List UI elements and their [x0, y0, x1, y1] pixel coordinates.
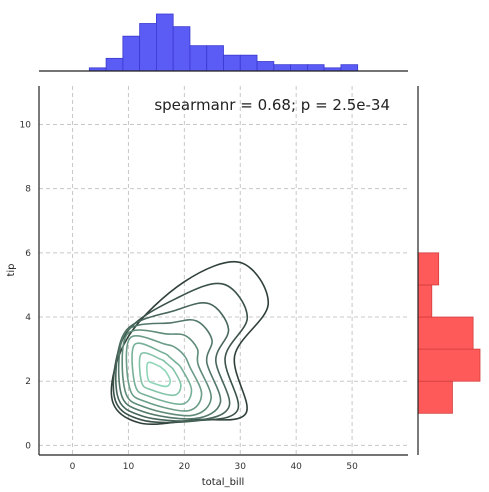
y-tick-labels: 0 2 4 6 8 10 [20, 121, 32, 452]
kde-contour-line [117, 318, 222, 420]
annotation: spearmanr = 0.68; p = 2.5e-34 [154, 96, 390, 114]
x-hist-bar [239, 54, 258, 72]
x-hist-bar [306, 64, 325, 72]
y-tick-label: 10 [20, 121, 32, 131]
plot-area [39, 86, 408, 455]
joint-axes: 0 10 20 30 40 50 0 2 4 6 8 10 spearmanr = 0.68; p … [20, 86, 408, 472]
y-hist-bar [417, 252, 440, 286]
y-tick-label: 2 [25, 377, 31, 387]
x-hist-bar [223, 54, 241, 72]
x-tick-labels: 0 10 20 30 40 50 [70, 462, 358, 472]
y-tick-label: 4 [25, 313, 31, 323]
x-marginal-histogram [88, 13, 359, 72]
x-hist-bar [273, 64, 291, 72]
y-marginal-histogram [417, 252, 481, 414]
y-hist-bar [417, 284, 433, 318]
kde-contour-line [146, 361, 172, 388]
kde-contour-line [121, 329, 212, 417]
x-hist-bar [122, 35, 141, 72]
kde-contour-line [112, 282, 249, 424]
x-tick-label: 30 [235, 462, 247, 472]
kde-contour-line [115, 302, 231, 422]
x-hist-bar [189, 45, 208, 72]
y-hist-bar [417, 316, 474, 350]
grid-lines [39, 86, 408, 455]
y-tick-label: 8 [25, 185, 31, 195]
kde-contour-line [138, 352, 182, 397]
x-tick-label: 40 [290, 462, 302, 472]
kde-contour-line [131, 342, 193, 406]
kde-contours [110, 260, 270, 426]
y-tick-label: 6 [25, 249, 31, 259]
y-axis-label: tip [6, 263, 17, 276]
x-hist-bar [340, 64, 359, 72]
x-tick-label: 20 [179, 462, 191, 472]
x-hist-bar [156, 13, 174, 72]
x-hist-bar [105, 57, 124, 72]
y-tick-label: 0 [25, 441, 31, 451]
x-hist-bar [290, 64, 308, 72]
kde-contour-line [125, 335, 203, 412]
x-tick-label: 50 [346, 462, 358, 472]
x-hist-bar [256, 61, 275, 72]
x-tick-label: 0 [70, 462, 76, 472]
y-hist-bar [417, 380, 453, 414]
x-tick-label: 10 [123, 462, 135, 472]
y-hist-bar [417, 348, 481, 382]
x-hist-bar [139, 23, 157, 72]
x-hist-bar [206, 45, 224, 72]
x-axis-label: total_bill [202, 477, 245, 488]
x-hist-bar [172, 26, 191, 72]
